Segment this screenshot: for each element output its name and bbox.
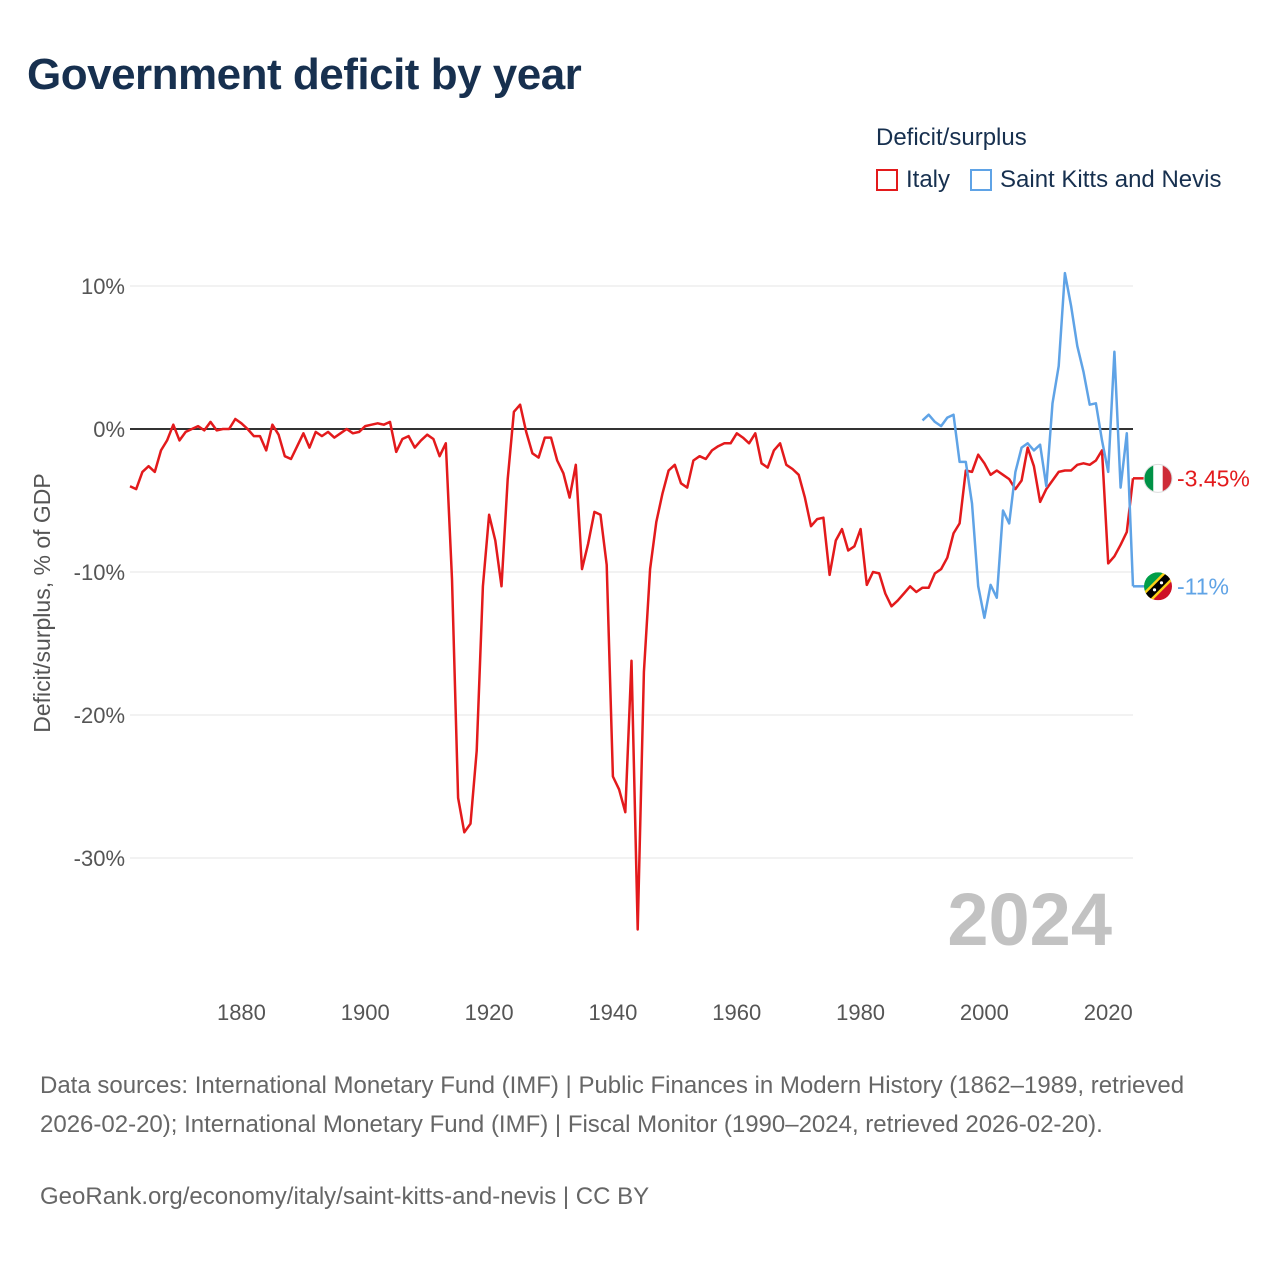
legend-swatch-italy (876, 169, 898, 191)
x-tick-label: 1940 (588, 1000, 637, 1025)
line-chart: 10% 0% -10% -20% -30% 1880 1900 1920 1940 1960 19… (29, 271, 1250, 1025)
x-tick-label: 2000 (960, 1000, 1009, 1025)
x-axis-ticks: 1880 1900 1920 1940 1960 1980 2000 2020 (217, 1000, 1133, 1025)
y-axis-title: Deficit/surplus, % of GDP (29, 473, 55, 732)
end-value-label-italy: -3.45% (1177, 465, 1250, 491)
y-tick-label: -30% (74, 846, 125, 871)
flag-icon-saint-kitts-and-nevis (1144, 572, 1172, 601)
end-markers: -3.45% -11% (1133, 463, 1250, 601)
legend-item-italy[interactable]: Italy (876, 166, 950, 194)
x-tick-label: 1980 (836, 1000, 885, 1025)
y-axis-ticks: 10% 0% -10% -20% -30% (74, 274, 125, 871)
x-tick-label: 1880 (217, 1000, 266, 1025)
x-tick-label: 1960 (712, 1000, 761, 1025)
legend-label-italy: Italy (906, 166, 951, 193)
flag-icon-italy (1143, 463, 1173, 493)
y-tick-label: -10% (74, 560, 125, 585)
legend-item-saint-kitts-and-nevis[interactable]: Saint Kitts and Nevis (970, 166, 1221, 194)
series-line-italy[interactable] (129, 403, 1135, 931)
series-line-saint-kitts-and-nevis[interactable] (921, 271, 1135, 620)
legend-label-saint-kitts-and-nevis: Saint Kitts and Nevis (1000, 166, 1222, 193)
legend: Italy Saint Kitts and Nevis (876, 166, 1241, 194)
x-tick-label: 2020 (1084, 1000, 1133, 1025)
chart-title: Government deficit by year (27, 50, 582, 99)
series-lines (129, 271, 1135, 931)
y-tick-label: 10% (81, 274, 125, 299)
legend-swatch-saint-kitts-and-nevis (970, 169, 993, 191)
gridlines (130, 285, 1133, 859)
y-tick-label: 0% (93, 417, 125, 442)
end-value-label-saint-kitts-and-nevis: -11% (1177, 573, 1229, 599)
data-sources-note: Data sources: International Monetary Fun… (40, 1072, 1185, 1138)
credit-link[interactable]: GeoRank.org/economy/italy/saint-kitts-an… (40, 1183, 650, 1210)
year-label: 2024 (947, 878, 1112, 961)
x-tick-label: 1920 (465, 1000, 514, 1025)
legend-title: Deficit/surplus (876, 124, 1027, 151)
x-tick-label: 1900 (341, 1000, 390, 1025)
y-tick-label: -20% (74, 703, 125, 728)
